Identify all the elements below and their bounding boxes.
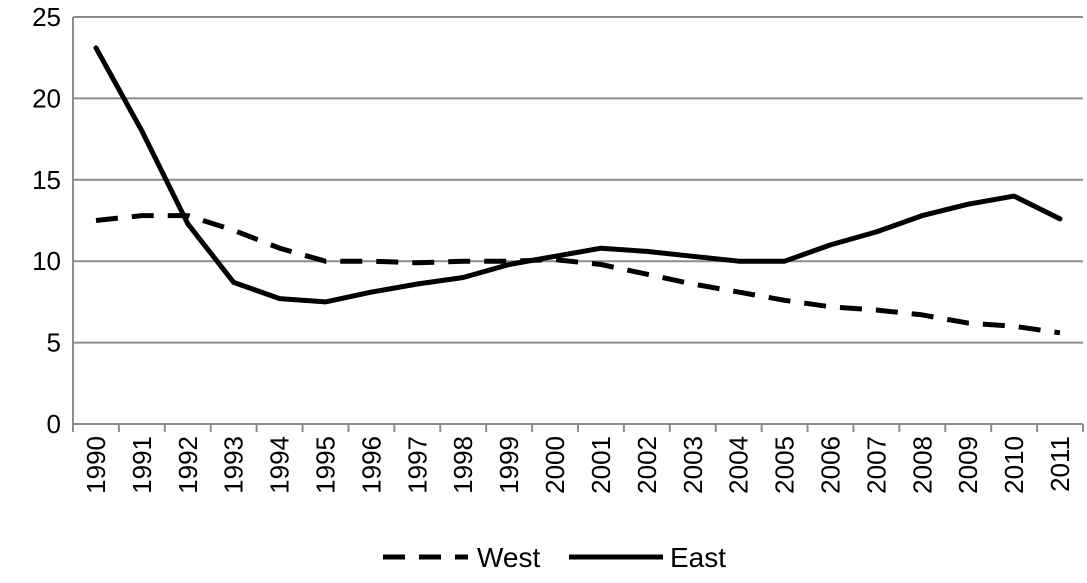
series-lines xyxy=(93,45,1063,336)
x-axis-tick-labels: 1990 1991 1992 1993 1994 1995 1996 1997 1998 1999… xyxy=(81,436,1075,494)
series-line-east xyxy=(93,45,1063,305)
x-tick-label: 1998 xyxy=(448,436,478,494)
x-tick-label: 2010 xyxy=(999,436,1029,494)
x-tick-label: 2002 xyxy=(632,436,662,494)
y-tick-label: 5 xyxy=(47,328,61,358)
y-tick-label: 20 xyxy=(32,83,61,113)
legend-label-west: West xyxy=(477,542,540,573)
x-tick-label: 2005 xyxy=(770,436,800,494)
x-tick-label: 1992 xyxy=(173,436,203,494)
y-gridlines xyxy=(73,16,1083,344)
y-tick-label: 15 xyxy=(32,165,61,195)
x-tick-label: 1991 xyxy=(127,436,157,494)
x-axis xyxy=(72,17,1084,432)
legend-label-east: East xyxy=(670,542,726,573)
x-tick-label: 2001 xyxy=(586,436,616,494)
x-tick-label: 2004 xyxy=(724,436,754,494)
x-tick-label: 2008 xyxy=(907,436,937,494)
x-tick-label: 2003 xyxy=(678,436,708,494)
x-tick-label: 1999 xyxy=(494,436,524,494)
y-tick-label: 0 xyxy=(47,409,61,439)
y-tick-label: 25 xyxy=(32,2,61,32)
legend: West East xyxy=(383,542,726,573)
x-tick-label: 1996 xyxy=(356,436,386,494)
x-tick-label: 1990 xyxy=(81,436,111,494)
x-tick-label: 2007 xyxy=(861,436,891,494)
x-tick-label: 1995 xyxy=(311,436,341,494)
y-axis-tick-labels: 0 5 10 15 20 25 xyxy=(32,2,61,439)
x-tick-label: 2006 xyxy=(816,436,846,494)
x-tick-label: 2011 xyxy=(1045,436,1075,492)
x-tick-label: 2009 xyxy=(953,436,983,494)
x-tick-label: 1997 xyxy=(402,436,432,494)
y-tick-label: 10 xyxy=(32,246,61,276)
x-tick-label: 2000 xyxy=(540,436,570,494)
x-tick-label: 1994 xyxy=(265,436,295,494)
x-tick-label: 1993 xyxy=(219,436,249,494)
series-line-west xyxy=(95,213,1061,336)
